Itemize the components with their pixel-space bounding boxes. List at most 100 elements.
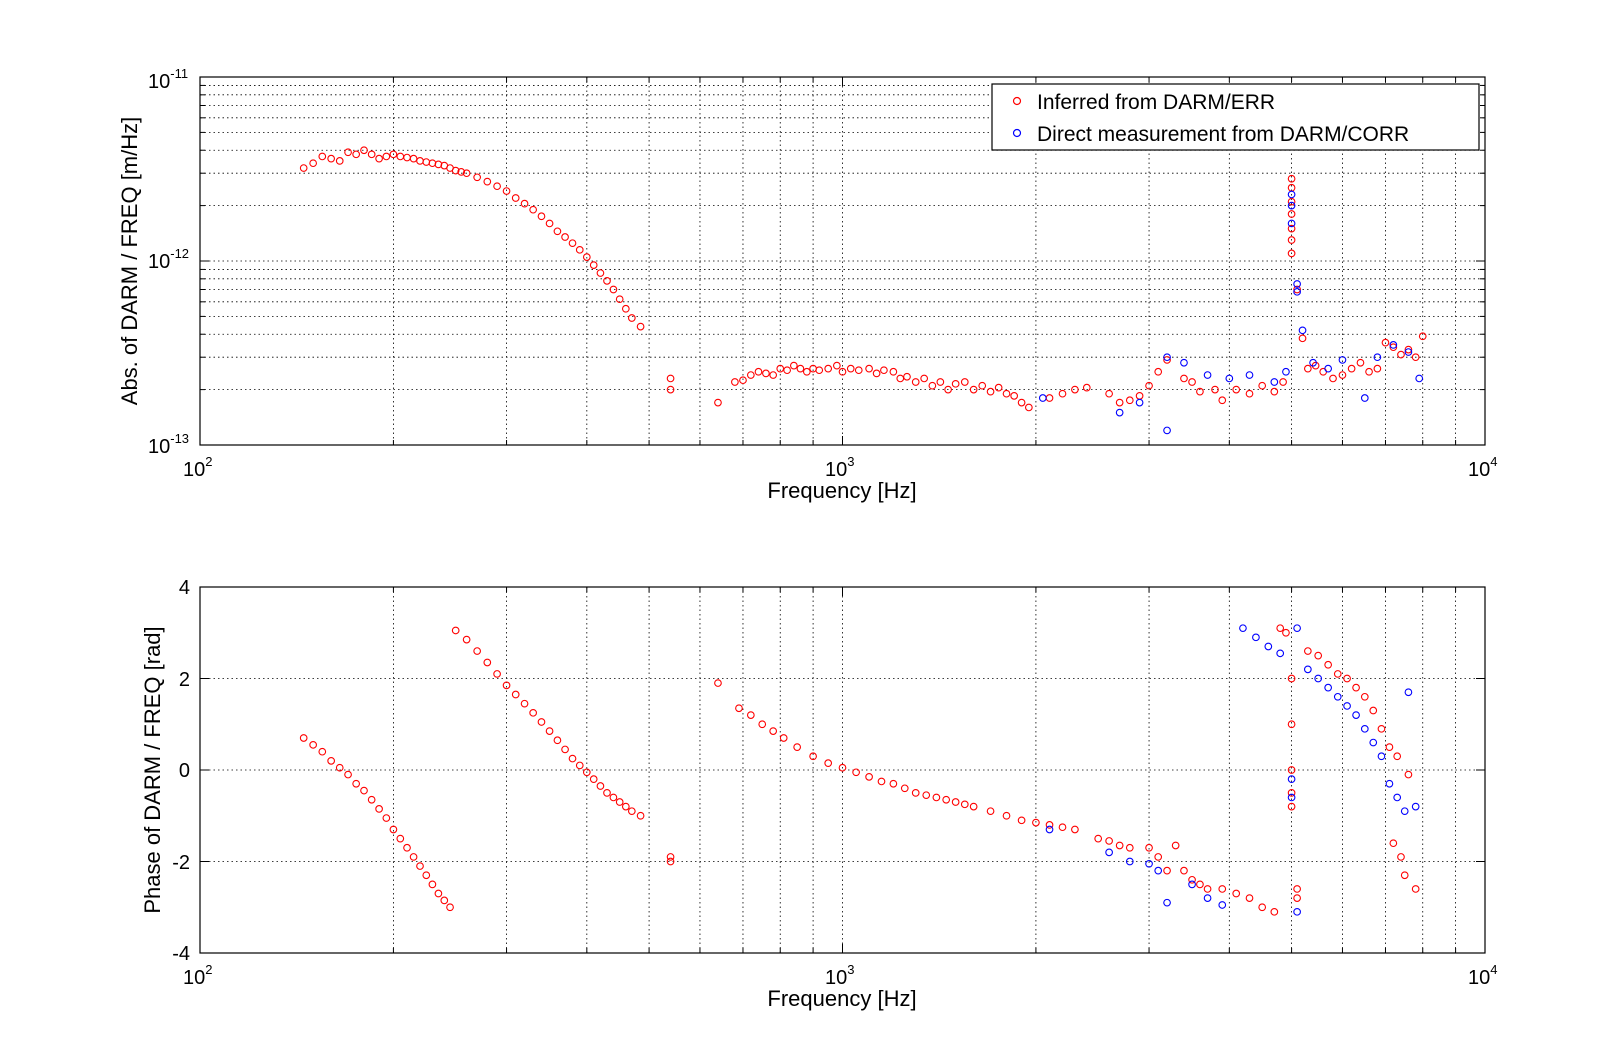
- magnitude-point-inferred: [1287, 249, 1296, 258]
- phase-point-direct: [1369, 738, 1378, 747]
- phase-point-direct: [1377, 752, 1386, 761]
- phase-point-inferred: [1287, 802, 1296, 811]
- phase-point-inferred: [582, 768, 591, 777]
- magnitude-point-inferred: [731, 378, 739, 386]
- magnitude-xtick-label: 102: [183, 454, 212, 481]
- magnitude-point-inferred: [1287, 174, 1296, 183]
- magnitude-point-inferred: [299, 164, 308, 172]
- phase-point-direct: [1411, 802, 1420, 811]
- phase-point-inferred: [627, 807, 636, 816]
- phase-point-inferred: [865, 773, 873, 781]
- phase-point-inferred: [1045, 821, 1054, 829]
- phase-point-inferred: [1287, 674, 1296, 683]
- phase-point-inferred: [735, 704, 743, 713]
- legend: Inferred from DARM/ERR Direct measuremen…: [991, 83, 1480, 151]
- magnitude-point-inferred: [609, 285, 618, 294]
- magnitude-point-inferred: [903, 372, 911, 381]
- phase-point-inferred: [375, 805, 383, 813]
- magnitude-point-inferred: [1287, 224, 1296, 233]
- phase-point-inferred: [746, 711, 755, 719]
- phase-point-direct: [1324, 683, 1332, 692]
- phase-point-inferred: [1188, 875, 1196, 884]
- magnitude-point-direct: [1287, 201, 1296, 210]
- phase-point-inferred: [416, 862, 424, 870]
- phase-point-inferred: [1293, 885, 1301, 893]
- magnitude-point-inferred: [969, 385, 978, 394]
- phase-point-inferred: [409, 853, 418, 861]
- phase-point-inferred: [568, 754, 577, 763]
- phase-series-inferred: [299, 624, 1420, 916]
- magnitude-point-inferred: [1365, 367, 1373, 376]
- magnitude-point-inferred: [389, 150, 398, 159]
- magnitude-x-axis-label: Frequency [Hz]: [767, 478, 916, 503]
- phase-point-inferred: [838, 763, 847, 772]
- phase-point-inferred: [1293, 894, 1301, 902]
- magnitude-point-inferred: [1154, 367, 1163, 376]
- magnitude-point-inferred: [1303, 364, 1312, 373]
- magnitude-point-inferred: [596, 269, 605, 277]
- magnitude-point-inferred: [1218, 396, 1227, 405]
- phase-point-inferred: [769, 727, 778, 735]
- phase-point-inferred: [352, 779, 361, 788]
- phase-point-inferred: [1105, 837, 1113, 845]
- magnitude-point-inferred: [473, 173, 482, 182]
- phase-point-inferred: [1287, 789, 1296, 797]
- phase-point-inferred: [609, 793, 618, 802]
- magnitude-plot: 10-11 10-12 10-13 102 103 104 Frequency …: [117, 66, 1497, 503]
- magnitude-point-direct: [1309, 358, 1317, 367]
- magnitude-point-inferred: [352, 150, 361, 159]
- magnitude-ytick-label: 10-11: [148, 66, 188, 93]
- magnitude-point-inferred: [1347, 364, 1356, 373]
- phase-point-inferred: [428, 880, 437, 889]
- phase-point-inferred: [793, 743, 802, 751]
- phase-point-inferred: [932, 793, 941, 802]
- magnitude-point-inferred: [1279, 378, 1287, 386]
- phase-point-inferred: [1343, 674, 1351, 683]
- legend-label-direct: Direct measurement from DARM/CORR: [1037, 123, 1409, 146]
- phase-point-inferred: [1404, 770, 1413, 779]
- phase-point-inferred: [877, 777, 886, 786]
- phase-point-inferred: [1163, 866, 1171, 875]
- phase-point-inferred: [360, 786, 368, 795]
- phase-point-inferred: [852, 768, 860, 777]
- magnitude-point-direct: [1324, 364, 1332, 373]
- magnitude-point-inferred: [951, 379, 960, 388]
- phase-plot: 4 2 0 -2 -4 102 103 104 Frequency [Hz] P…: [140, 577, 1497, 1011]
- phase-point-inferred: [403, 843, 411, 852]
- magnitude-xtick-label: 103: [825, 454, 854, 481]
- magnitude-point-inferred: [1287, 236, 1296, 244]
- magnitude-point-direct: [1270, 378, 1279, 386]
- phase-point-inferred: [889, 779, 898, 788]
- phase-point-inferred: [520, 699, 529, 708]
- magnitude-point-inferred: [994, 383, 1003, 392]
- magnitude-point-inferred: [1125, 396, 1134, 405]
- phase-point-inferred: [1245, 894, 1254, 902]
- magnitude-point-inferred: [960, 378, 969, 386]
- magnitude-point-inferred: [1180, 374, 1188, 383]
- phase-point-inferred: [1154, 853, 1163, 861]
- phase-point-inferred: [911, 789, 920, 797]
- magnitude-point-inferred: [1397, 350, 1405, 359]
- magnitude-point-inferred: [493, 182, 501, 191]
- phase-ytick-label: -4: [172, 943, 190, 965]
- phase-point-inferred: [434, 889, 443, 898]
- phase-point-direct: [1293, 624, 1301, 633]
- phase-point-inferred: [1032, 818, 1040, 827]
- phase-point-inferred: [1369, 706, 1378, 715]
- magnitude-point-inferred: [615, 295, 624, 304]
- magnitude-point-inferred: [589, 261, 598, 269]
- magnitude-point-inferred: [1411, 353, 1420, 362]
- magnitude-point-inferred: [911, 378, 920, 386]
- magnitude-point-inferred: [636, 322, 645, 331]
- magnitude-point-inferred: [434, 160, 443, 169]
- magnitude-point-direct: [1415, 374, 1424, 383]
- magnitude-point-inferred: [561, 233, 569, 241]
- phase-point-inferred: [545, 727, 554, 735]
- phase-point-direct: [1385, 779, 1394, 788]
- magnitude-point-inferred: [865, 364, 873, 373]
- magnitude-point-inferred: [769, 371, 778, 379]
- magnitude-point-inferred: [1381, 338, 1390, 347]
- phase-point-direct: [1287, 793, 1296, 802]
- phase-point-direct: [1163, 898, 1171, 907]
- magnitude-point-inferred: [936, 378, 945, 386]
